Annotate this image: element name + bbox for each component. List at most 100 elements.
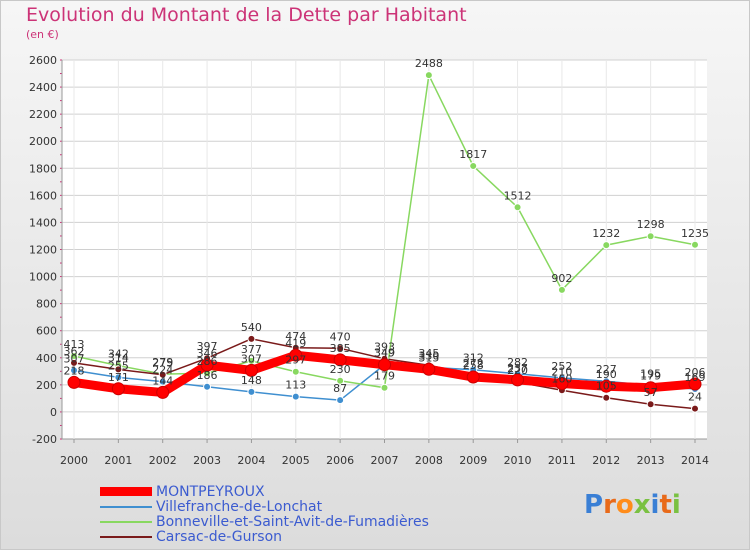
data-point bbox=[466, 370, 480, 384]
data-label: 393 bbox=[374, 341, 395, 354]
legend-item: Villefranche-de-Lonchat bbox=[100, 498, 429, 515]
data-point bbox=[646, 400, 655, 409]
y-tick-label: -200 bbox=[32, 433, 57, 446]
data-label: 413 bbox=[64, 338, 85, 351]
data-point bbox=[691, 240, 699, 249]
x-tick-label: 2014 bbox=[681, 454, 709, 467]
data-label: 258 bbox=[463, 359, 484, 372]
logo-letter: x bbox=[633, 490, 651, 520]
data-label: 218 bbox=[64, 364, 85, 377]
data-point bbox=[336, 376, 345, 385]
x-tick-label: 2001 bbox=[104, 454, 132, 467]
data-point bbox=[291, 392, 300, 401]
data-point bbox=[380, 383, 389, 392]
logo-letter: i bbox=[650, 490, 660, 520]
y-tick-label: 2600 bbox=[29, 54, 57, 67]
data-label: 1298 bbox=[637, 218, 665, 231]
data-label: 206 bbox=[685, 366, 706, 379]
data-label: 186 bbox=[197, 369, 218, 382]
data-point bbox=[336, 344, 345, 353]
data-point bbox=[114, 365, 123, 374]
data-point bbox=[688, 377, 702, 391]
data-label: 297 bbox=[285, 354, 306, 367]
data-label: 195 bbox=[640, 368, 661, 381]
legend-label: Villefranche-de-Lonchat bbox=[156, 498, 323, 515]
proxiti-logo: Proxiti bbox=[584, 490, 681, 520]
data-label: 190 bbox=[596, 368, 617, 381]
data-label: 1235 bbox=[681, 227, 709, 240]
data-label: 148 bbox=[241, 374, 262, 387]
data-label: 385 bbox=[330, 342, 351, 355]
data-label: 57 bbox=[644, 386, 658, 399]
data-point bbox=[646, 232, 655, 241]
data-label: 24 bbox=[688, 391, 702, 404]
x-tick-label: 2007 bbox=[371, 454, 399, 467]
data-point bbox=[114, 373, 123, 382]
data-point bbox=[111, 382, 125, 396]
data-label: 1232 bbox=[592, 227, 620, 240]
data-label: 224 bbox=[152, 364, 173, 377]
data-point bbox=[156, 385, 170, 399]
data-label: 160 bbox=[551, 372, 572, 385]
data-point bbox=[158, 370, 167, 379]
y-tick-label: 2400 bbox=[29, 81, 57, 94]
data-label: 330 bbox=[418, 349, 439, 362]
data-label: 220 bbox=[507, 364, 528, 377]
data-label: 315 bbox=[418, 351, 439, 364]
data-point bbox=[469, 161, 478, 170]
data-label: 282 bbox=[507, 356, 528, 369]
y-tick-label: 600 bbox=[36, 325, 57, 338]
chart-legend: MONTPEYROUX Villefranche-de-Lonchat Bonnev… bbox=[100, 484, 429, 545]
data-label: 470 bbox=[330, 330, 351, 343]
data-point bbox=[336, 396, 345, 405]
chart-subtitle: (en €) bbox=[26, 28, 59, 41]
data-label: 179 bbox=[374, 370, 395, 383]
y-tick-label: 1600 bbox=[29, 189, 57, 202]
data-label: 349 bbox=[374, 347, 395, 360]
data-point bbox=[333, 353, 347, 367]
data-label: 227 bbox=[596, 363, 617, 376]
x-tick-label: 2004 bbox=[237, 454, 265, 467]
data-label: 144 bbox=[152, 374, 173, 387]
data-point bbox=[289, 348, 303, 362]
data-point bbox=[424, 71, 433, 80]
data-point bbox=[378, 358, 391, 372]
data-label: 279 bbox=[152, 356, 173, 369]
data-point bbox=[513, 203, 522, 212]
data-label: 105 bbox=[596, 380, 617, 393]
y-tick-label: 400 bbox=[36, 352, 57, 365]
y-tick-label: 1000 bbox=[29, 271, 57, 284]
data-label: 540 bbox=[241, 321, 262, 334]
data-label: 272 bbox=[463, 357, 484, 370]
data-point bbox=[203, 382, 212, 391]
y-tick-label: 1200 bbox=[29, 244, 57, 257]
x-tick-label: 2005 bbox=[282, 454, 310, 467]
data-label: 362 bbox=[64, 345, 85, 358]
y-tick-label: 1400 bbox=[29, 216, 57, 229]
legend-label: Bonneville-et-Saint-Avit-de-Fumadières bbox=[156, 513, 429, 530]
data-point bbox=[555, 377, 569, 391]
data-label: 1512 bbox=[504, 189, 532, 202]
data-label: 345 bbox=[418, 347, 439, 360]
data-label: 230 bbox=[330, 363, 351, 376]
legend-swatch bbox=[100, 535, 152, 538]
legend-swatch bbox=[100, 520, 152, 523]
data-label: 275 bbox=[152, 357, 173, 370]
data-point bbox=[244, 363, 258, 377]
data-label: 312 bbox=[463, 352, 484, 365]
data-label: 349 bbox=[374, 347, 395, 360]
x-tick-label: 2012 bbox=[592, 454, 620, 467]
x-tick-label: 2009 bbox=[459, 454, 487, 467]
data-label: 171 bbox=[108, 371, 129, 384]
data-point bbox=[422, 362, 436, 376]
data-label: 210 bbox=[551, 366, 572, 379]
legend-label: Carsac-de-Gurson bbox=[156, 528, 283, 545]
data-label: 307 bbox=[64, 352, 85, 365]
logo-letter: P bbox=[584, 490, 604, 520]
data-label: 346 bbox=[197, 347, 218, 360]
data-label: 169 bbox=[685, 371, 706, 384]
data-label: 1817 bbox=[459, 148, 487, 161]
y-tick-label: 2000 bbox=[29, 135, 57, 148]
data-label: 286 bbox=[197, 355, 218, 368]
